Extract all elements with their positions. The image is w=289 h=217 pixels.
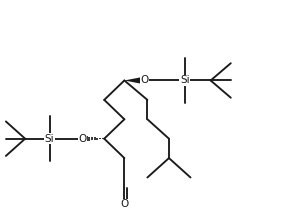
Polygon shape — [124, 77, 144, 84]
Text: Si: Si — [45, 134, 54, 144]
Text: Si: Si — [180, 76, 190, 85]
Text: O: O — [140, 76, 149, 85]
Text: O: O — [120, 199, 129, 209]
Text: O: O — [79, 134, 87, 144]
